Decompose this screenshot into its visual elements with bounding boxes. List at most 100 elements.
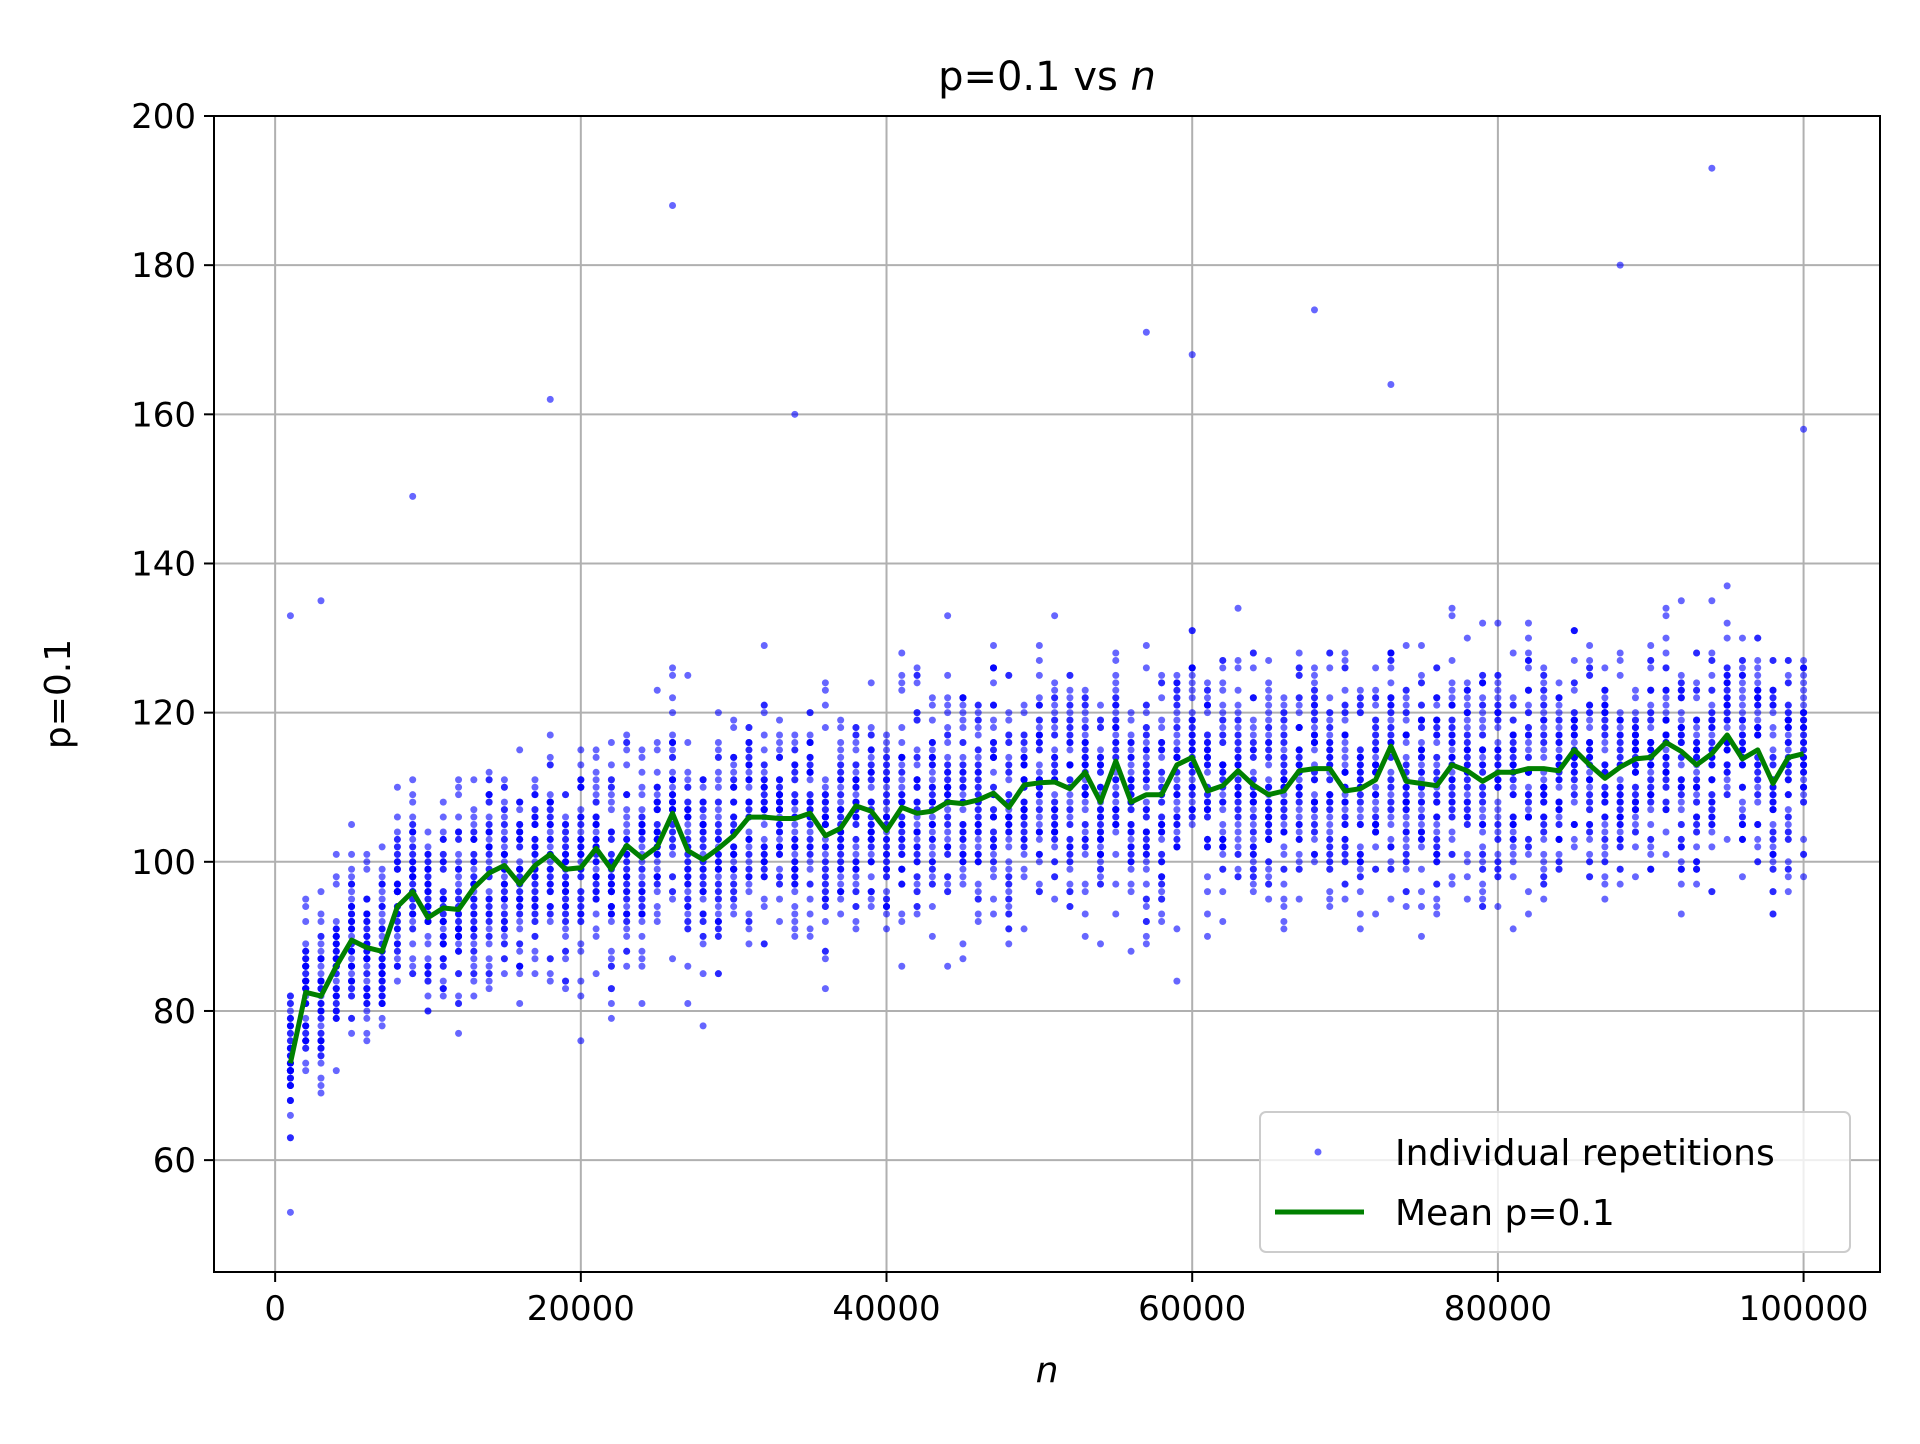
scatter-point xyxy=(959,769,966,776)
scatter-point xyxy=(638,933,645,940)
scatter-point xyxy=(1265,761,1272,768)
scatter-point xyxy=(1082,732,1089,739)
scatter-point xyxy=(1678,679,1685,686)
scatter-point xyxy=(929,776,936,783)
scatter-point xyxy=(837,739,844,746)
scatter-point xyxy=(1586,776,1593,783)
scatter-point xyxy=(1021,814,1028,821)
scatter-point xyxy=(638,955,645,962)
scatter-point xyxy=(317,948,324,955)
scatter-point xyxy=(1403,761,1410,768)
scatter-point xyxy=(807,866,814,873)
scatter-point xyxy=(1021,866,1028,873)
scatter-point xyxy=(944,672,951,679)
scatter-point xyxy=(638,836,645,843)
scatter-point xyxy=(1280,724,1287,731)
scatter-point xyxy=(1296,724,1303,731)
scatter-point xyxy=(1158,881,1165,888)
scatter-point xyxy=(1494,873,1501,880)
scatter-point xyxy=(1143,940,1150,947)
scatter-point xyxy=(562,836,569,843)
scatter-point xyxy=(1494,858,1501,865)
scatter-point xyxy=(440,851,447,858)
scatter-point xyxy=(745,858,752,865)
scatter-point xyxy=(715,754,722,761)
scatter-point xyxy=(501,836,508,843)
scatter-point xyxy=(1617,821,1624,828)
scatter-point xyxy=(1525,620,1532,627)
scatter-point xyxy=(852,732,859,739)
scatter-point xyxy=(730,866,737,873)
scatter-point xyxy=(1403,828,1410,835)
scatter-point xyxy=(379,911,386,918)
scatter-point xyxy=(1235,791,1242,798)
scatter-point xyxy=(1724,702,1731,709)
scatter-point xyxy=(394,858,401,865)
scatter-point xyxy=(1082,687,1089,694)
scatter-point xyxy=(317,1075,324,1082)
scatter-point xyxy=(1754,717,1761,724)
scatter-point xyxy=(501,888,508,895)
scatter-point xyxy=(1066,799,1073,806)
scatter-point xyxy=(1647,664,1654,671)
scatter-point xyxy=(1601,732,1608,739)
scatter-point xyxy=(837,858,844,865)
scatter-point xyxy=(1326,828,1333,835)
scatter-point xyxy=(1525,784,1532,791)
scatter-point xyxy=(791,739,798,746)
scatter-point xyxy=(547,873,554,880)
scatter-point xyxy=(1556,776,1563,783)
scatter-point xyxy=(1189,746,1196,753)
scatter-point xyxy=(1510,784,1517,791)
scatter-point xyxy=(1311,702,1318,709)
scatter-point xyxy=(1724,582,1731,589)
scatter-point xyxy=(1082,843,1089,850)
scatter-point xyxy=(1510,717,1517,724)
scatter-point xyxy=(715,925,722,932)
scatter-point xyxy=(1770,851,1777,858)
scatter-point xyxy=(1235,836,1242,843)
scatter-point xyxy=(1372,724,1379,731)
scatter-point xyxy=(1189,739,1196,746)
scatter-point xyxy=(1494,702,1501,709)
scatter-point xyxy=(1173,746,1180,753)
scatter-point xyxy=(1785,717,1792,724)
scatter-point xyxy=(1036,799,1043,806)
scatter-point xyxy=(1204,873,1211,880)
scatter-point xyxy=(1112,724,1119,731)
scatter-point xyxy=(1021,836,1028,843)
scatter-point xyxy=(1540,821,1547,828)
scatter-point xyxy=(1173,739,1180,746)
scatter-point xyxy=(684,918,691,925)
scatter-point xyxy=(1708,806,1715,813)
scatter-point xyxy=(409,843,416,850)
scatter-point xyxy=(1449,806,1456,813)
scatter-point xyxy=(562,791,569,798)
scatter-point xyxy=(1770,702,1777,709)
scatter-point xyxy=(1433,821,1440,828)
scatter-point xyxy=(1770,888,1777,895)
scatter-point xyxy=(516,888,523,895)
scatter-point xyxy=(1556,739,1563,746)
scatter-point xyxy=(700,776,707,783)
scatter-point xyxy=(470,918,477,925)
scatter-point xyxy=(516,821,523,828)
scatter-point xyxy=(1418,866,1425,873)
scatter-point xyxy=(1586,784,1593,791)
scatter-point xyxy=(593,821,600,828)
scatter-point xyxy=(1265,873,1272,880)
scatter-point xyxy=(1540,776,1547,783)
scatter-point xyxy=(1403,821,1410,828)
scatter-point xyxy=(1494,679,1501,686)
scatter-point xyxy=(1021,821,1028,828)
scatter-point xyxy=(1005,709,1012,716)
scatter-point xyxy=(470,858,477,865)
scatter-point xyxy=(1678,784,1685,791)
scatter-point xyxy=(623,746,630,753)
scatter-point xyxy=(822,948,829,955)
scatter-point xyxy=(669,746,676,753)
scatter-point xyxy=(1464,694,1471,701)
scatter-point xyxy=(1219,702,1226,709)
scatter-point xyxy=(1785,732,1792,739)
scatter-point xyxy=(623,791,630,798)
